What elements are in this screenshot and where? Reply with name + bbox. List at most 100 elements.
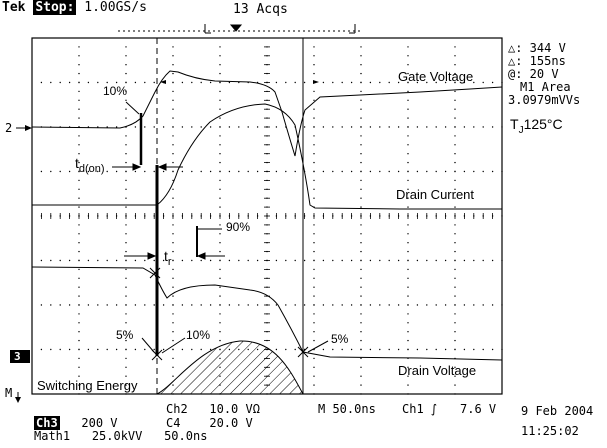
grid-dot <box>407 339 409 342</box>
grid-dot <box>125 99 127 102</box>
grid-dot <box>294 170 296 173</box>
grid-dot <box>134 304 137 306</box>
grid-dot <box>50 304 52 306</box>
grid-dot <box>78 188 80 190</box>
grid-dot <box>172 242 174 244</box>
grid-dot <box>360 375 362 377</box>
grid-dot <box>191 259 193 262</box>
grid-dot <box>219 126 221 128</box>
grid-dot <box>172 375 174 377</box>
grid-dot <box>181 126 184 128</box>
grid-dot <box>407 99 409 102</box>
grid-dot <box>219 72 221 75</box>
grid-dot <box>172 117 174 119</box>
grid-dot <box>78 286 80 288</box>
ch2-scale-readout: Ch2 10.0 VΩ <box>166 402 260 416</box>
grid-dot <box>388 126 390 128</box>
grid-dot <box>360 90 362 93</box>
grid-dot <box>407 188 409 190</box>
grid-dot <box>125 161 127 164</box>
rising-edge-icon: ∫ <box>430 402 438 416</box>
grid-dot <box>78 224 80 226</box>
tr-label: tr <box>164 248 172 268</box>
grid-dot <box>313 357 315 360</box>
grid-dot <box>172 313 174 315</box>
grid-dot <box>125 259 127 262</box>
grid-dot <box>463 348 466 351</box>
grid-dot <box>172 135 174 137</box>
run-state-badge[interactable]: Stop: <box>33 0 77 15</box>
grid-dot <box>78 63 80 66</box>
grid-dot <box>379 170 381 173</box>
math-level-label: M <box>5 386 13 400</box>
grid-dot <box>454 81 456 84</box>
grid-dot <box>219 135 221 137</box>
grid-dot <box>200 170 202 173</box>
grid-dot <box>78 153 80 155</box>
grid-dot <box>106 348 108 351</box>
grid-dot <box>435 304 437 306</box>
grid-dot <box>191 126 193 128</box>
grid-dot <box>78 72 80 75</box>
grid-dot <box>172 224 174 226</box>
grid-dot <box>454 197 456 199</box>
grid-dot <box>454 63 456 66</box>
grid-dot <box>275 170 278 173</box>
grid-dot <box>313 339 315 342</box>
grid-dot <box>313 108 315 110</box>
grid-dot <box>125 322 127 324</box>
grid-dot <box>125 286 127 288</box>
grid-dot <box>172 339 174 342</box>
grid-dot <box>313 63 315 66</box>
grid-dot <box>407 63 409 66</box>
grid-dot <box>426 170 428 173</box>
grid-dot <box>454 55 456 57</box>
grid-dot <box>181 81 184 84</box>
grid-dot <box>491 170 494 173</box>
timebase-readout: M 50.0ns <box>318 402 376 416</box>
grid-dot <box>313 46 315 48</box>
grid-dot <box>294 81 296 84</box>
grid-dot <box>332 126 334 128</box>
grid-dot <box>454 304 456 306</box>
grid-dot <box>59 170 61 173</box>
ch3-tag[interactable]: Ch3 <box>34 416 60 430</box>
grid-dot <box>482 126 484 128</box>
grid-dot <box>360 242 362 244</box>
grid-dot <box>219 322 221 324</box>
grid-dot <box>416 259 419 262</box>
grid-dot <box>454 393 456 395</box>
grid-dot <box>407 250 409 253</box>
grid-dot <box>134 259 137 262</box>
grid-dot <box>125 153 127 155</box>
grid-dot <box>454 188 456 190</box>
grid-dot <box>78 384 80 386</box>
grid-dot <box>59 348 61 351</box>
grid-dot <box>125 90 127 93</box>
grid-dot <box>313 144 315 146</box>
grid-dot <box>172 179 174 182</box>
grid-dot <box>59 259 61 262</box>
time-readout: 11:25:02 <box>521 424 579 438</box>
grid-dot <box>228 170 231 173</box>
grid-dot <box>125 331 127 333</box>
grid-dot <box>68 170 71 173</box>
grid-dot <box>454 99 456 102</box>
grid-dot <box>219 233 221 235</box>
grid-dot <box>219 55 221 57</box>
grid-dot <box>473 170 475 173</box>
pct10-top-label: 10% <box>103 84 128 98</box>
grid-dot <box>50 348 52 351</box>
grid-dot <box>426 126 428 128</box>
grid-dot <box>407 295 409 297</box>
grid-dot <box>125 224 127 226</box>
grid-dot <box>454 277 456 279</box>
math-area-label: M1 Area <box>520 80 571 94</box>
grid-dot <box>125 117 127 119</box>
grid-dot <box>501 304 503 306</box>
grid-dot <box>444 348 447 351</box>
switching-energy-area <box>156 340 304 395</box>
grid-dot <box>397 348 400 351</box>
grid-dot <box>125 72 127 75</box>
